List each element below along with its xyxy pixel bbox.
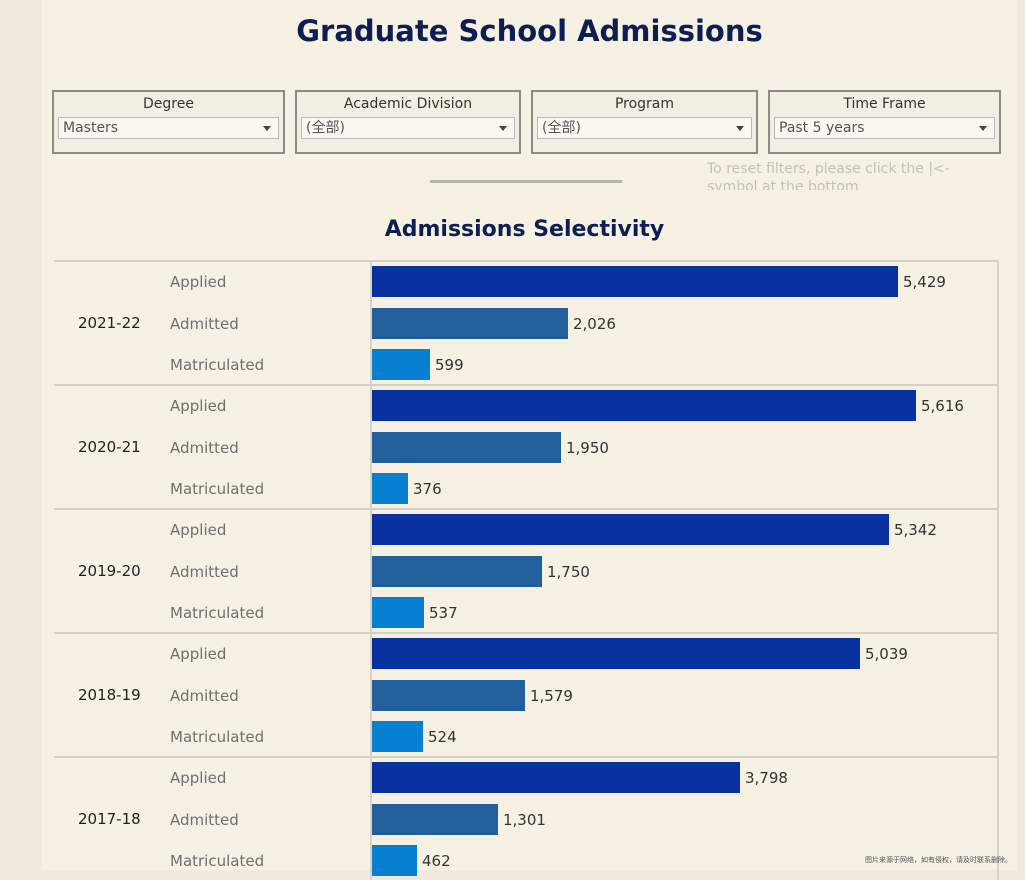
chevron-down-icon[interactable] [979,126,987,131]
measure-label-admitted: Admitted [170,563,239,581]
chevron-down-icon[interactable] [736,126,744,131]
data-label-applied: 5,616 [921,397,964,415]
data-label-admitted: 2,026 [573,315,616,333]
data-label-applied: 5,039 [865,645,908,663]
measure-label-applied: Applied [170,769,227,787]
bar-matriculated[interactable] [372,597,424,628]
measure-label-matriculated: Matriculated [170,480,265,498]
degree-select-value: Masters [63,120,119,136]
data-label-applied: 5,342 [894,521,937,539]
academic-division-select[interactable]: (全部) [301,117,515,139]
data-label-matriculated: 376 [413,480,442,498]
measure-label-admitted: Admitted [170,315,239,333]
bar-applied[interactable] [372,638,860,669]
measure-label-matriculated: Matriculated [170,356,265,374]
measure-label-applied: Applied [170,645,227,663]
degree-select[interactable]: Masters [58,117,279,139]
program-select[interactable]: (全部) [537,117,752,139]
measure-label-applied: Applied [170,397,227,415]
measure-label-matriculated: Matriculated [170,852,265,870]
bar-applied[interactable] [372,390,916,421]
year-label: 2020-21 [78,438,141,456]
data-label-matriculated: 537 [429,604,458,622]
data-label-admitted: 1,301 [503,811,546,829]
year-group-2019-20: 2019-20 Applied 5,342 Admitted 1,750 Matricul… [54,508,997,632]
time-frame-select[interactable]: Past 5 years [774,117,995,139]
bar-applied[interactable] [372,514,889,545]
chart-title: Admissions Selectivity [384,217,665,242]
filter-time-frame[interactable]: Time Frame Past 5 years [768,90,1001,154]
year-label: 2017-18 [78,810,141,828]
time-frame-select-value: Past 5 years [779,120,865,136]
reset-filters-note: To reset filters, please click the |<- s… [707,161,950,190]
bar-admitted[interactable] [372,432,561,463]
data-label-matriculated: 462 [422,852,451,870]
dashboard-page: Graduate School Admissions Degree Master… [42,0,1017,880]
filter-program[interactable]: Program (全部) [531,90,758,154]
filter-academic-division-label: Academic Division [343,96,473,112]
year-group-2017-18: 2017-18 Applied 3,798 Admitted 1,301 Matricul… [54,756,997,880]
measure-label-admitted: Admitted [170,439,239,457]
watermark-text: 图片来源于网络，如有侵权，请及时联系删除。 [865,856,1012,864]
filter-time-frame-label: Time Frame [843,96,926,112]
data-label-applied: 5,429 [903,273,946,291]
filter-degree-label: Degree [143,96,194,112]
chevron-down-icon[interactable] [499,126,507,131]
data-label-admitted: 1,750 [547,563,590,581]
bar-matriculated[interactable] [372,721,423,752]
academic-division-select-value: (全部) [306,120,345,136]
year-label: 2019-20 [78,562,141,580]
measure-label-admitted: Admitted [170,687,239,705]
data-label-admitted: 1,950 [566,439,609,457]
bar-admitted[interactable] [372,804,498,835]
year-group-2018-19: 2018-19 Applied 5,039 Admitted 1,579 Matricul… [54,632,997,756]
filter-degree[interactable]: Degree Masters [52,90,285,154]
page-title: Graduate School Admissions [296,14,763,48]
measure-label-matriculated: Matriculated [170,604,265,622]
selectivity-chart: 2021-22 Applied 5,429 Admitted 2,026 Matricul… [54,260,999,880]
column-separator [370,260,372,880]
measure-label-admitted: Admitted [170,811,239,829]
year-label: 2021-22 [78,314,141,332]
bar-admitted[interactable] [372,308,568,339]
filter-program-label: Program [614,96,675,112]
data-label-applied: 3,798 [745,769,788,787]
filter-academic-division[interactable]: Academic Division (全部) [295,90,521,154]
program-select-value: (全部) [542,120,581,136]
measure-label-applied: Applied [170,521,227,539]
measure-label-matriculated: Matriculated [170,728,265,746]
data-label-matriculated: 599 [435,356,464,374]
year-label: 2018-19 [78,686,141,704]
bar-applied[interactable] [372,762,740,793]
bar-matriculated[interactable] [372,473,408,504]
bar-matriculated[interactable] [372,349,430,380]
bar-matriculated[interactable] [372,845,417,876]
data-label-admitted: 1,579 [530,687,573,705]
measure-label-applied: Applied [170,273,227,291]
chevron-down-icon[interactable] [263,126,271,131]
bar-admitted[interactable] [372,680,525,711]
year-group-2020-21: 2020-21 Applied 5,616 Admitted 1,950 Matricul… [54,384,997,508]
divider [430,180,622,183]
data-label-matriculated: 524 [428,728,457,746]
bar-applied[interactable] [372,266,898,297]
year-group-2021-22: 2021-22 Applied 5,429 Admitted 2,026 Matricul… [54,260,997,384]
bar-admitted[interactable] [372,556,542,587]
